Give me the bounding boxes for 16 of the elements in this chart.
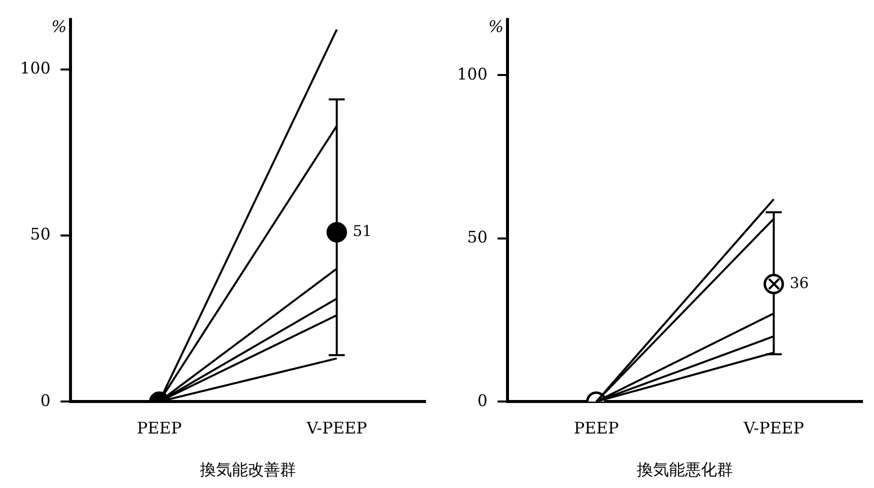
- x-tick-label: V-PEEP: [742, 418, 804, 438]
- y-axis-title: %: [488, 16, 504, 36]
- y-tick-label: 50: [467, 228, 488, 247]
- data-label: 51: [352, 222, 372, 240]
- y-tick-label: 50: [30, 224, 51, 244]
- x-axis-title: 換気能改善群: [200, 460, 296, 479]
- y-tick-label: 100: [20, 58, 51, 78]
- x-tick-label: V-PEEP: [306, 418, 368, 438]
- y-tick-label: 0: [40, 390, 51, 410]
- y-axis-title: %: [51, 16, 67, 36]
- y-tick-label: 0: [477, 390, 488, 410]
- y-tick-label: 100: [456, 64, 488, 84]
- x-tick-label: PEEP: [574, 418, 619, 438]
- x-tick-label: PEEP: [136, 418, 182, 438]
- data-label: 36: [790, 274, 809, 292]
- x-axis-title: 換気能悪化群: [637, 460, 734, 479]
